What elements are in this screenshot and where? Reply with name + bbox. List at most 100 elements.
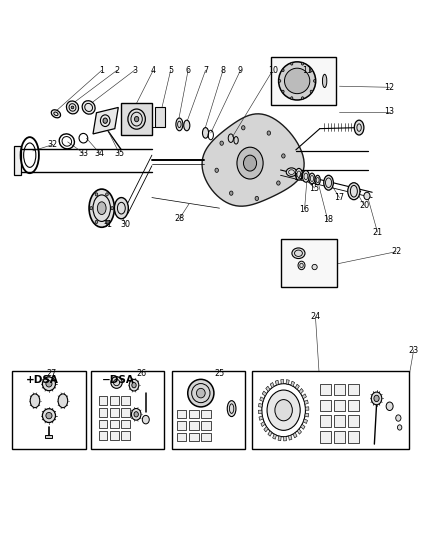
Ellipse shape	[243, 155, 256, 171]
Polygon shape	[269, 383, 274, 387]
Ellipse shape	[301, 97, 303, 99]
Text: 9: 9	[237, 66, 243, 75]
Ellipse shape	[308, 173, 314, 184]
Bar	[281, 239, 336, 287]
Bar	[333, 431, 344, 443]
Ellipse shape	[202, 127, 208, 138]
Text: 24: 24	[310, 312, 320, 321]
Bar	[201, 421, 210, 430]
Ellipse shape	[254, 196, 258, 200]
Ellipse shape	[46, 413, 52, 419]
Text: 25: 25	[214, 369, 224, 378]
Ellipse shape	[295, 168, 302, 180]
Polygon shape	[277, 436, 281, 441]
Bar	[99, 431, 107, 440]
Polygon shape	[293, 433, 297, 438]
Ellipse shape	[229, 191, 233, 195]
Ellipse shape	[353, 120, 363, 135]
Ellipse shape	[97, 202, 106, 215]
Ellipse shape	[371, 392, 381, 405]
Ellipse shape	[291, 248, 304, 259]
Text: 3: 3	[132, 66, 137, 75]
Bar	[110, 408, 118, 417]
Text: 20: 20	[358, 201, 368, 210]
Ellipse shape	[111, 377, 122, 389]
Polygon shape	[263, 427, 268, 432]
Ellipse shape	[215, 168, 218, 172]
Text: 16: 16	[299, 205, 309, 214]
Ellipse shape	[284, 68, 309, 94]
Polygon shape	[275, 380, 278, 385]
Polygon shape	[290, 381, 294, 386]
Polygon shape	[258, 403, 262, 407]
Polygon shape	[280, 379, 283, 384]
Ellipse shape	[95, 193, 98, 196]
Ellipse shape	[266, 131, 270, 135]
Bar	[177, 433, 186, 441]
Bar	[177, 410, 186, 418]
Text: 27: 27	[46, 369, 57, 378]
Ellipse shape	[237, 147, 262, 179]
Ellipse shape	[323, 175, 332, 190]
Bar	[110, 397, 118, 405]
Ellipse shape	[281, 90, 283, 93]
Text: −DSA: −DSA	[102, 375, 134, 385]
Ellipse shape	[106, 193, 108, 196]
Bar	[110, 431, 118, 440]
Ellipse shape	[42, 377, 55, 391]
Text: 8: 8	[220, 66, 225, 75]
Text: +DSA: +DSA	[25, 375, 58, 385]
Ellipse shape	[219, 141, 223, 146]
Polygon shape	[260, 422, 265, 426]
Bar	[319, 384, 330, 395]
Bar	[188, 421, 198, 430]
Polygon shape	[261, 391, 266, 396]
Ellipse shape	[373, 395, 378, 401]
Text: 14: 14	[292, 173, 302, 182]
Text: 1: 1	[99, 66, 104, 75]
Polygon shape	[304, 413, 308, 417]
Ellipse shape	[363, 192, 369, 200]
Ellipse shape	[266, 390, 300, 430]
Polygon shape	[300, 424, 304, 430]
Ellipse shape	[196, 389, 205, 398]
Bar	[201, 410, 210, 418]
Ellipse shape	[311, 264, 317, 270]
Ellipse shape	[58, 394, 67, 408]
Ellipse shape	[66, 101, 78, 114]
Bar	[333, 384, 344, 395]
Ellipse shape	[129, 379, 138, 391]
Ellipse shape	[278, 79, 280, 82]
Polygon shape	[304, 400, 307, 405]
Polygon shape	[258, 410, 261, 414]
Ellipse shape	[385, 402, 392, 410]
Text: 10: 10	[267, 66, 277, 75]
Bar	[171, 371, 244, 449]
Text: 5: 5	[168, 66, 173, 75]
Polygon shape	[259, 397, 263, 401]
Bar	[319, 400, 330, 411]
Bar	[99, 397, 107, 405]
Bar	[333, 400, 344, 411]
Text: 6: 6	[185, 66, 190, 75]
Text: 32: 32	[48, 140, 58, 149]
Bar	[270, 57, 336, 105]
Text: 28: 28	[174, 214, 184, 223]
Ellipse shape	[274, 400, 292, 421]
Ellipse shape	[89, 189, 114, 227]
Bar	[121, 431, 130, 440]
Ellipse shape	[114, 198, 128, 219]
Ellipse shape	[241, 126, 244, 130]
Bar	[347, 416, 358, 427]
Text: 2: 2	[114, 66, 119, 75]
Ellipse shape	[322, 74, 326, 87]
Text: 13: 13	[384, 107, 394, 116]
Polygon shape	[288, 435, 291, 440]
Bar	[319, 416, 330, 427]
Bar	[188, 433, 198, 441]
Polygon shape	[258, 416, 262, 421]
Text: 21: 21	[371, 228, 381, 237]
Polygon shape	[283, 437, 286, 441]
Ellipse shape	[90, 207, 92, 210]
Bar	[14, 146, 21, 175]
